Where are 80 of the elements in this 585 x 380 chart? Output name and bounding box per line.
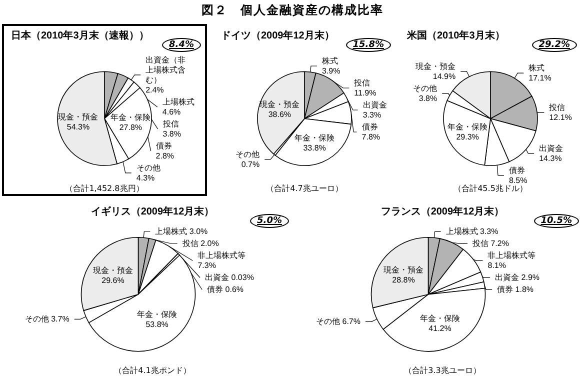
data-label: 3.8% bbox=[162, 129, 181, 138]
chart-title: イギリス（2009年12月末） bbox=[90, 206, 214, 218]
slice-label: 年金・保険 bbox=[137, 310, 178, 320]
slice-label: その他 bbox=[236, 150, 260, 159]
data-label: 28.8% bbox=[392, 275, 415, 284]
slice-label: 投信 bbox=[548, 102, 566, 112]
data-label: 3.3% bbox=[362, 110, 382, 120]
chart-title: 米国（2010年3月末） bbox=[406, 30, 505, 42]
data-label: 27.8% bbox=[119, 123, 142, 132]
slice-label: その他 bbox=[413, 84, 438, 93]
slice-label: 年金・保険 bbox=[420, 314, 460, 324]
slice-label: 現金・預金 bbox=[260, 100, 300, 109]
slice-label: 出資金 0.03% bbox=[205, 273, 254, 282]
data-label: 29.3% bbox=[456, 132, 479, 142]
legend-label: 出資金（非上場株式含む） bbox=[146, 55, 186, 84]
slice-label: 株式 bbox=[320, 56, 338, 66]
data-label: 53.8% bbox=[146, 320, 168, 330]
slice-label: 出資金 2.9% bbox=[495, 273, 540, 282]
slice-label: その他 6.7% bbox=[316, 317, 360, 326]
slice-label: 年金・保険 bbox=[294, 134, 335, 143]
slice-label: 現金・預金 bbox=[383, 265, 424, 274]
slice-label: 債券 bbox=[156, 141, 172, 150]
slice-label: 投信 bbox=[162, 119, 179, 128]
text: （合計1,452.8兆円） bbox=[64, 183, 145, 194]
chart-title: フランス（2009年12月末） bbox=[380, 206, 504, 218]
slice-label: 株式 bbox=[528, 64, 545, 73]
slice-label: 投信 2.0% bbox=[181, 239, 219, 248]
slice-label: 債券 bbox=[362, 122, 378, 132]
slice-label: 出資金 bbox=[362, 100, 387, 110]
data-label: 0.7% bbox=[241, 160, 260, 169]
slice-label: 現金・預金 bbox=[93, 266, 134, 275]
text: 10.5% bbox=[534, 214, 579, 228]
slice-label: 債券 1.8% bbox=[497, 285, 534, 294]
data-label: 14.3% bbox=[539, 154, 562, 163]
data-label: 11.9% bbox=[354, 88, 376, 98]
slice-label: 債券 bbox=[508, 166, 525, 175]
slice-label: 出資金 bbox=[539, 144, 564, 153]
text: 5.0% bbox=[250, 214, 289, 228]
chart-title: ドイツ（2009年12月末） bbox=[221, 30, 334, 42]
slice-label: 債券 0.6% bbox=[207, 285, 244, 294]
data-label: 8.5% bbox=[508, 176, 528, 185]
text: （合計45.5兆ドル） bbox=[452, 184, 528, 194]
data-label: 12.1% bbox=[549, 112, 572, 122]
text: （合計3.3兆ユーロ） bbox=[403, 365, 482, 376]
data-label: 29.6% bbox=[102, 276, 124, 285]
slice-label: その他 3.7% bbox=[24, 314, 70, 324]
data-label: 3.9% bbox=[322, 66, 340, 76]
slice-label: 上場株式 bbox=[162, 97, 194, 106]
data-label: 8.1% bbox=[488, 261, 506, 270]
slice-label: 上場株式 3.3% bbox=[446, 227, 498, 236]
data-label: 2.4% bbox=[146, 85, 164, 94]
data-label: 38.6% bbox=[268, 110, 292, 119]
slice-label: 非上場株式等 bbox=[488, 251, 538, 260]
chart-title: 日本（2010年3月末（速報）） bbox=[11, 30, 149, 42]
data-label: 7.8% bbox=[362, 132, 380, 142]
data-label: 2.8% bbox=[156, 151, 174, 160]
slice-label: その他 bbox=[136, 163, 160, 172]
data-label: 54.3% bbox=[66, 122, 90, 132]
text: 15.8% bbox=[346, 38, 391, 52]
text: （合計4.1兆ポンド） bbox=[113, 365, 192, 376]
text: 29.2% bbox=[532, 38, 577, 52]
data-label: 14.9% bbox=[432, 72, 456, 81]
slice-label: 投信 bbox=[353, 78, 370, 88]
text: （合計4.7兆ユーロ） bbox=[265, 183, 344, 194]
slice-label: 現金・預金 bbox=[416, 62, 456, 71]
slice-label: 年金・保険 bbox=[110, 113, 151, 122]
data-label: 17.1% bbox=[528, 74, 552, 83]
data-label: 41.2% bbox=[428, 324, 452, 334]
slice-label: 年金・保険 bbox=[448, 122, 488, 132]
data-label: 4.6% bbox=[162, 107, 181, 116]
slice-label: 投信 7.2% bbox=[471, 239, 509, 248]
data-label: 4.3% bbox=[136, 173, 155, 182]
caption: 図２ 個人金融資産の構成比率 bbox=[200, 2, 384, 19]
slice-label: 上場株式 3.0% bbox=[155, 227, 208, 236]
data-label: 33.8% bbox=[303, 144, 326, 153]
slice-label: 現金・預金 bbox=[58, 112, 98, 122]
text: 8.4% bbox=[162, 38, 201, 52]
slice-label: 非上場株式等 bbox=[198, 251, 248, 260]
data-label: 3.8% bbox=[418, 94, 438, 103]
data-label: 7.3% bbox=[198, 261, 216, 270]
